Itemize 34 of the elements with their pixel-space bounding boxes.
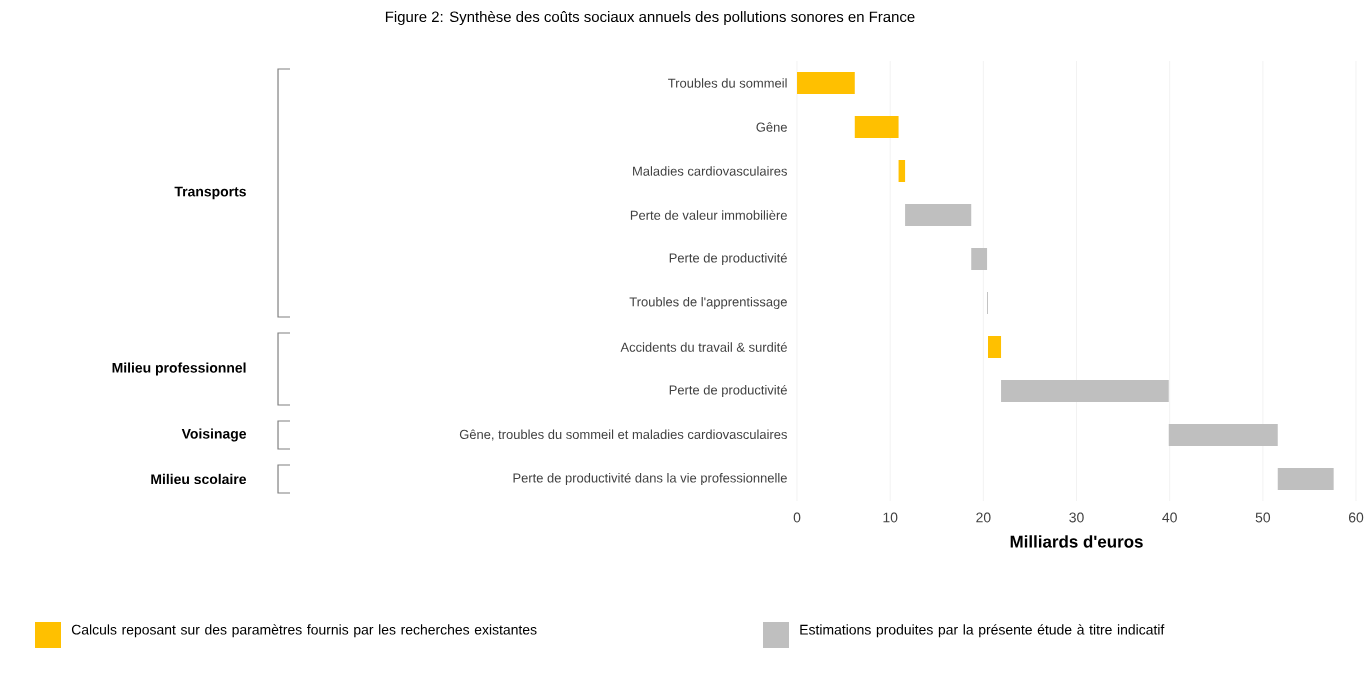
text: Milieu scolaire — [151, 473, 247, 485]
y-tick-label: Perte de productivité — [669, 252, 787, 266]
y-tick-label: Maladies cardiovasculaires — [633, 166, 787, 176]
text: Transports — [174, 186, 246, 200]
legend-label: Calculs reposant sur des paramètres fournis par les recherches existantes — [71, 624, 537, 638]
y-tick-label: Troubles de l'apprentissage — [629, 296, 787, 310]
x-tick-label: 60 — [1348, 512, 1364, 523]
y-tick-label: Gêne, troubles du sommeil et maladies cardiovasculaires — [459, 429, 787, 441]
x-axis-title: Milliards d'euros — [1010, 535, 1143, 548]
y-tick-label: Perte de productivité dans la vie professionnelle — [513, 472, 787, 486]
bar — [1001, 379, 1169, 402]
y-tick-label: Perte de productivité — [669, 384, 787, 398]
bar — [797, 71, 855, 94]
x-tick-label: 0 — [793, 512, 801, 523]
x-tick-label: 10 — [883, 512, 898, 523]
y-tick-label: Perte de valeur immobilière — [630, 210, 787, 220]
bar — [988, 335, 1002, 358]
bar — [971, 247, 988, 270]
x-tick-label: 50 — [1255, 512, 1271, 523]
legend-label: Estimations produites par la présente étude à titre indicatif — [800, 624, 1165, 638]
text: Milieu professionnel — [112, 362, 246, 376]
bar — [905, 203, 972, 226]
bar — [854, 115, 899, 138]
bar — [1277, 467, 1334, 490]
text: Figure 2: Synthèse des coûts sociaux annuels des pollutions sonores en France — [385, 10, 915, 26]
x-tick-label: 40 — [1162, 512, 1177, 523]
bar — [898, 159, 906, 182]
x-tick-label: 30 — [1069, 512, 1084, 523]
x-tick-label: 20 — [976, 512, 991, 523]
y-tick-label: Accidents du travail & surdité — [620, 342, 787, 352]
text: Voisinage — [181, 428, 247, 442]
bar — [1168, 423, 1278, 446]
y-tick-label: Gêne — [756, 122, 787, 132]
y-tick-label: Troubles du sommeil — [668, 78, 787, 88]
